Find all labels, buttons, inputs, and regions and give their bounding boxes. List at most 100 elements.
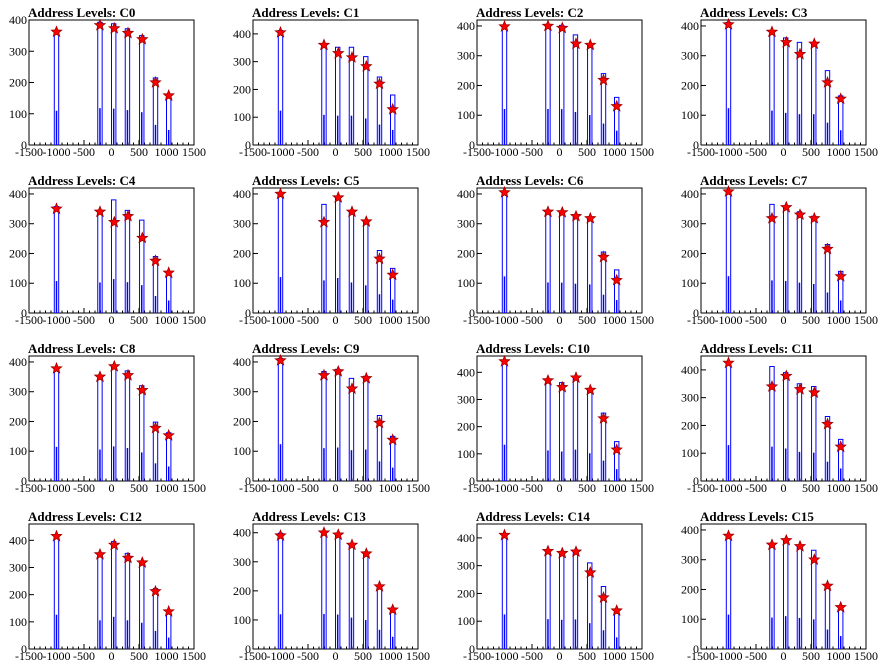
x-tick-label: 0 — [781, 481, 787, 495]
peak-marker-icon — [541, 373, 555, 386]
y-tick-label: 400 — [681, 363, 699, 377]
x-tick-label: 1500 — [406, 313, 430, 327]
x-tick-label: -1500 — [15, 481, 43, 495]
x-tick-label: 1000 — [379, 649, 403, 663]
y-tick-label: 300 — [457, 559, 475, 573]
y-tick-label: 100 — [681, 276, 699, 290]
peak-marker-icon — [386, 603, 399, 616]
histogram-peak — [587, 562, 593, 649]
peak-marker-icon — [107, 215, 121, 228]
x-tick-label: -1000 — [491, 145, 519, 159]
peak-marker-icon — [93, 547, 107, 560]
peak-marker-icon — [821, 75, 834, 88]
y-tick-label: 100 — [233, 613, 251, 627]
x-tick-label: -1000 — [267, 313, 295, 327]
y-tick-label: 300 — [233, 385, 251, 399]
y-tick-label: 300 — [457, 392, 475, 406]
y-tick-label: 100 — [9, 444, 27, 458]
x-tick-label: 1500 — [406, 145, 430, 159]
x-tick-label: 500 — [578, 313, 596, 327]
peak-marker-icon — [555, 380, 569, 393]
y-tick-label: 200 — [233, 414, 251, 428]
x-tick-label: 1500 — [182, 649, 206, 663]
chart-panel: Address Levels: C8 0 100 200 300 400 -1500 -100… — [0, 336, 224, 504]
peak-marker-icon — [821, 579, 834, 592]
y-tick-label: 400 — [233, 27, 251, 41]
y-tick-label: 0 — [693, 642, 699, 656]
histogram-peak — [139, 219, 145, 313]
chart-panel: Address Levels: C5 0 100 200 300 400 -1500 -100… — [224, 168, 448, 336]
peak-marker-icon — [121, 551, 135, 564]
y-tick-label: 300 — [9, 385, 27, 399]
peak-marker-icon — [149, 75, 162, 88]
histogram-plot: 0 100 200 300 400 -1500 -1000 -500 0 500 1000 1500 — [9, 355, 206, 495]
peak-marker-icon — [610, 443, 623, 456]
chart-title: Address Levels: C14 — [476, 509, 590, 524]
histogram-peak — [796, 41, 803, 145]
peak-marker-icon — [834, 600, 847, 613]
y-tick-label: 400 — [681, 19, 699, 33]
histogram-peak — [572, 34, 579, 145]
x-tick-label: 0 — [781, 649, 787, 663]
histogram-plot: 0 100 200 300 400 -1500 -1000 -500 0 500 1000 1500 — [681, 355, 878, 495]
y-tick-label: 200 — [457, 586, 475, 600]
peak-marker-icon — [610, 604, 623, 616]
peak-marker-icon — [331, 190, 345, 203]
chart-title: Address Levels: C3 — [700, 5, 808, 20]
peak-marker-icon — [149, 421, 162, 434]
histogram-plot: 0 100 200 300 400 -1500 -1000 -500 0 500 1000 1500 — [681, 523, 878, 663]
y-tick-label: 0 — [469, 474, 475, 488]
y-tick-label: 300 — [233, 55, 251, 69]
peak-marker-icon — [541, 205, 555, 218]
y-tick-label: 100 — [233, 110, 251, 124]
peak-marker-icon — [584, 211, 597, 224]
y-tick-label: 400 — [233, 526, 251, 540]
peak-marker-icon — [834, 92, 847, 105]
peak-marker-icon — [498, 354, 511, 367]
x-tick-label: -500 — [73, 649, 95, 663]
y-tick-label: 0 — [693, 474, 699, 488]
peak-marker-icon — [50, 361, 63, 374]
peak-marker-icon — [50, 529, 63, 542]
x-tick-label: -1000 — [491, 313, 519, 327]
x-tick-label: 1000 — [827, 313, 851, 327]
x-tick-label: -500 — [745, 481, 767, 495]
chart-title: Address Levels: C1 — [252, 5, 360, 20]
chart-title: Address Levels: C9 — [252, 341, 360, 356]
x-tick-label: 0 — [333, 649, 339, 663]
x-tick-label: -500 — [521, 649, 543, 663]
y-tick-label: 0 — [469, 306, 475, 320]
histogram-peak — [824, 70, 831, 145]
peak-marker-icon — [779, 35, 793, 48]
y-tick-label: 200 — [457, 246, 475, 260]
x-tick-label: -500 — [745, 313, 767, 327]
x-tick-label: 1000 — [827, 649, 851, 663]
peak-marker-icon — [722, 529, 735, 542]
x-tick-label: 500 — [130, 145, 148, 159]
x-tick-label: 0 — [557, 481, 563, 495]
peak-marker-icon — [808, 37, 821, 50]
chart-title: Address Levels: C10 — [476, 341, 590, 356]
y-tick-label: 100 — [681, 612, 699, 626]
x-tick-label: -1000 — [43, 145, 71, 159]
x-tick-label: -1500 — [463, 481, 491, 495]
x-tick-label: -1000 — [491, 649, 519, 663]
x-tick-label: 1500 — [182, 313, 206, 327]
peak-marker-icon — [722, 185, 735, 197]
y-tick-label: 200 — [233, 246, 251, 260]
x-tick-label: 1000 — [603, 481, 627, 495]
y-tick-label: 300 — [681, 217, 699, 231]
peak-marker-icon — [121, 368, 135, 381]
peak-marker-icon — [793, 382, 807, 395]
histogram-peak — [348, 46, 355, 145]
y-tick-label: 400 — [9, 355, 27, 369]
y-tick-label: 0 — [21, 138, 27, 152]
chart-panel: Address Levels: C4 0 100 200 300 400 -1500 -100… — [0, 168, 224, 336]
y-tick-label: 100 — [457, 276, 475, 290]
x-tick-label: 0 — [109, 649, 115, 663]
x-tick-label: -500 — [297, 649, 319, 663]
histogram-plot: 0 100 200 300 400 -1500 -1000 -500 0 500 1000 1500 — [457, 19, 654, 159]
x-tick-label: -1000 — [267, 145, 295, 159]
x-tick-label: 500 — [130, 481, 148, 495]
